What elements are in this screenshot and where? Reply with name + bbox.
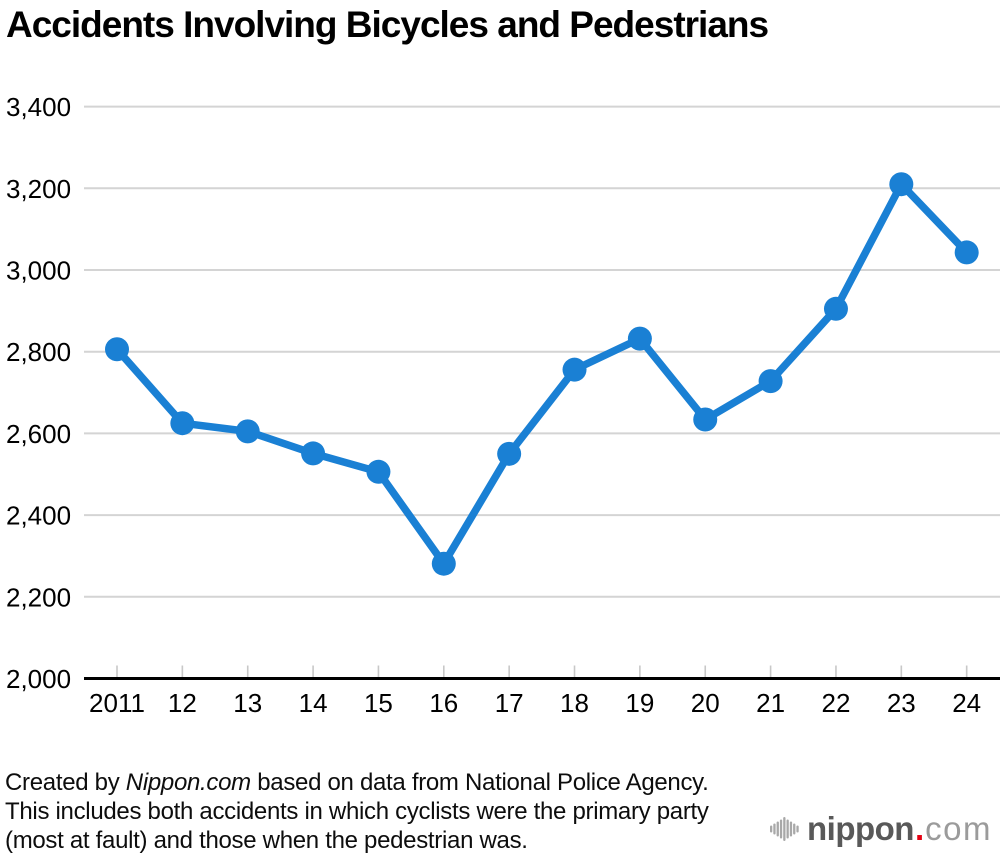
- logo-brand-text: nippon: [807, 810, 914, 847]
- soundwave-bar: [770, 825, 773, 833]
- line-chart: 3,400 3,200 3,000 2,800 2,600 2,400 2,200 2,000…: [6, 92, 1000, 718]
- x-axis-label: 18: [560, 688, 589, 718]
- chart-title: Accidents Involving Bicycles and Pedestr…: [6, 4, 769, 45]
- x-axis-label: 23: [887, 688, 916, 718]
- logo-tld-text: com: [925, 810, 992, 847]
- data-point: [758, 369, 783, 394]
- soundwave-bar: [783, 817, 786, 841]
- nippon-com-logo: nippon . com: [770, 808, 1000, 850]
- source-note-brand: Nippon.com: [125, 769, 251, 796]
- source-note-line1-suffix: based on data from National Police Agenc…: [250, 769, 709, 796]
- soundwave-bar: [789, 821, 793, 837]
- data-point: [105, 337, 129, 362]
- data-point: [301, 441, 326, 466]
- logo-dot: .: [914, 810, 925, 847]
- x-axis-label: 20: [691, 688, 720, 718]
- soundwave-bar: [779, 819, 783, 839]
- y-axis-label: 3,200: [6, 174, 71, 204]
- soundwave-bar: [793, 823, 796, 835]
- x-axis-label: 21: [756, 688, 785, 718]
- x-axis-label: 2011: [89, 688, 145, 718]
- data-point: [954, 240, 979, 265]
- soundwave-bars-icon: [770, 817, 799, 841]
- y-axis-label: 2,600: [6, 419, 71, 449]
- data-point: [170, 411, 195, 436]
- source-note-line2: This includes both accidents in which cy…: [5, 798, 709, 825]
- x-axis-label: 19: [625, 688, 654, 718]
- x-axis-label: 12: [168, 688, 197, 718]
- data-point: [497, 441, 522, 466]
- y-axis-label: 2,000: [6, 664, 71, 694]
- source-note-line1-prefix: Created by: [5, 769, 126, 796]
- x-axis-label: 22: [821, 688, 850, 718]
- y-axis-label: 2,800: [6, 337, 71, 367]
- x-axis-label: 13: [233, 688, 262, 718]
- soundwave-bar: [773, 823, 776, 835]
- x-axis-label: 24: [952, 688, 981, 718]
- data-point: [823, 296, 848, 321]
- source-note-line3: (most at fault) and those when the pedes…: [5, 827, 528, 854]
- y-axis-label: 2,200: [6, 582, 71, 612]
- data-point: [889, 172, 914, 197]
- data-point: [693, 407, 718, 432]
- data-point: [562, 357, 587, 382]
- y-axis-label: 3,000: [6, 256, 71, 286]
- source-note: Created by Nippon.com based on data from…: [5, 768, 795, 855]
- data-point: [235, 419, 260, 444]
- y-axis-label: 2,400: [6, 501, 71, 531]
- soundwave-bar: [796, 825, 799, 833]
- data-point: [366, 459, 391, 484]
- soundwave-bar: [786, 819, 789, 839]
- x-axis-label: 15: [364, 688, 393, 718]
- x-axis-label: 14: [299, 688, 328, 718]
- data-point: [431, 551, 456, 576]
- data-point: [627, 326, 652, 351]
- data-line: [113, 180, 971, 568]
- x-axis-label: 17: [495, 688, 524, 718]
- x-axis-label: 16: [429, 688, 458, 718]
- soundwave-bar: [776, 821, 779, 837]
- y-axis-label: 3,400: [6, 92, 71, 122]
